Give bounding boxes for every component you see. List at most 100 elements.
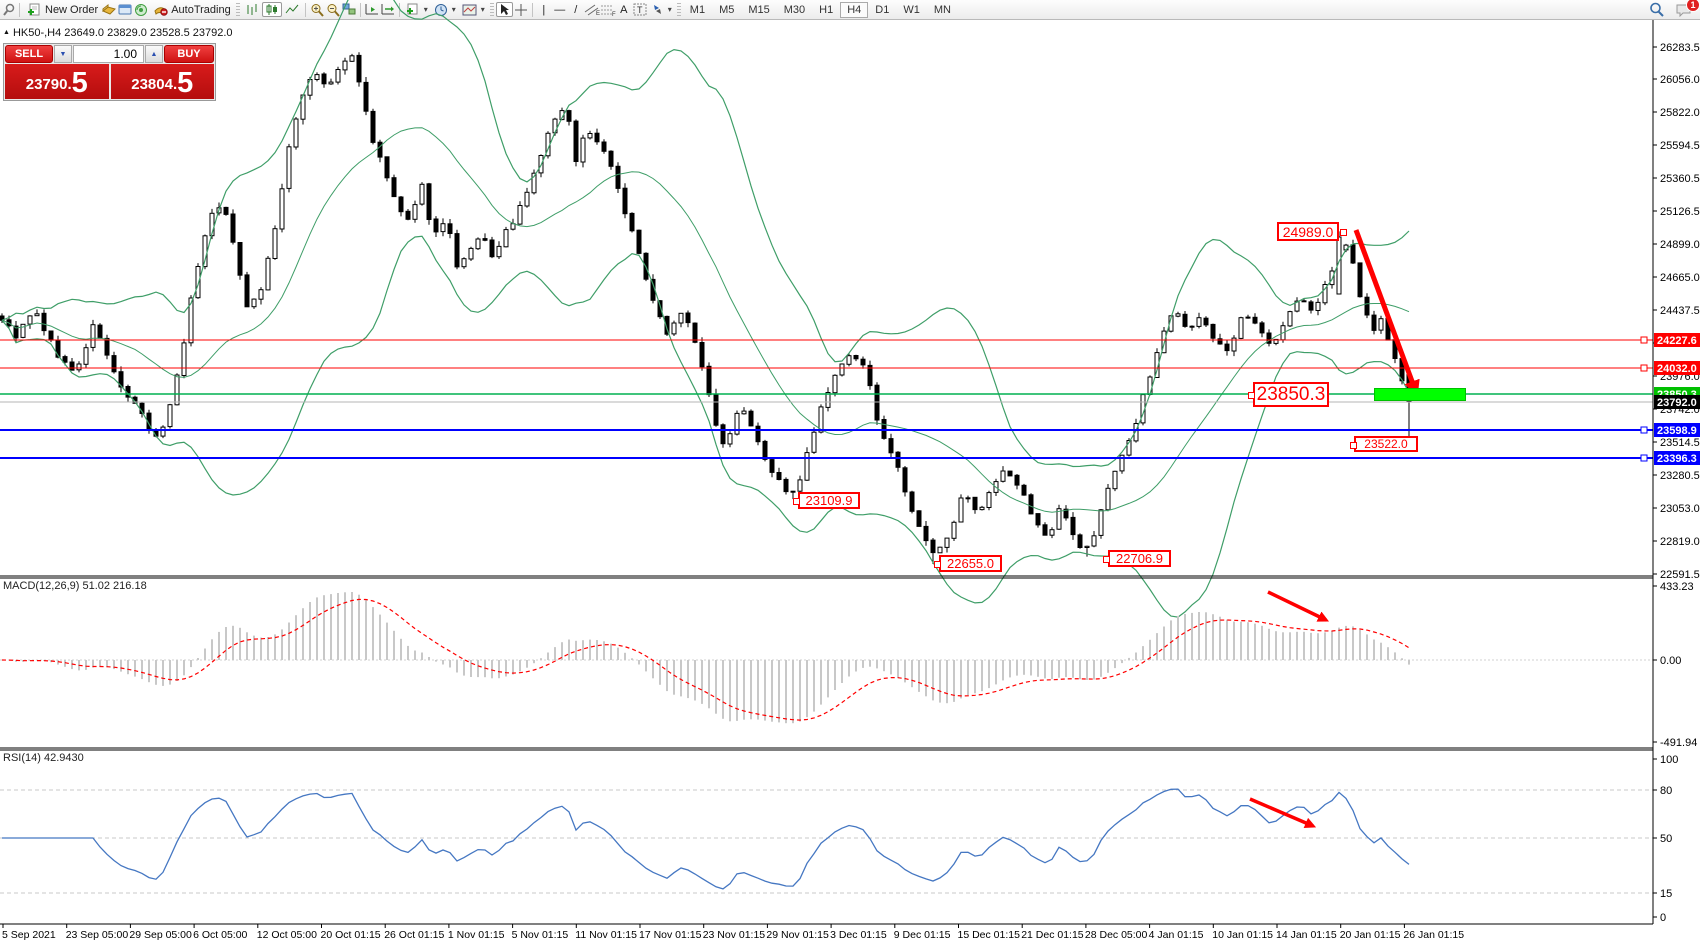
label-anchor-marker[interactable]	[1340, 229, 1347, 236]
equidistant-channel-tool[interactable]: E	[584, 2, 600, 17]
templates-button[interactable]: ▾	[459, 3, 488, 17]
time-axis-label[interactable]: 14 Jan 01:15	[1276, 929, 1337, 941]
timeframe-button-m15[interactable]: M15	[748, 3, 770, 16]
time-axis-label[interactable]: 6 Oct 05:00	[193, 929, 247, 941]
chart-candles-icon[interactable]	[261, 2, 282, 17]
candle-body	[951, 521, 957, 539]
vertical-line-tool[interactable]: |	[542, 3, 546, 16]
timeframe-button-d1[interactable]: D1	[875, 3, 890, 16]
buy-button[interactable]: BUY	[164, 45, 214, 63]
price-tick-label: 24437.5	[1660, 305, 1700, 317]
time-axis-label[interactable]: 28 Dec 05:00	[1085, 929, 1148, 941]
hline-endpoint-marker[interactable]	[1640, 336, 1648, 344]
sell-button[interactable]: SELL	[5, 45, 53, 63]
time-axis-label[interactable]: 20 Jan 01:15	[1340, 929, 1401, 941]
time-axis-label[interactable]: 29 Nov 01:15	[766, 929, 829, 941]
timeframe-button-m1[interactable]: M1	[689, 3, 706, 16]
cursor-tool[interactable]	[495, 2, 513, 17]
time-axis-label[interactable]: 29 Sep 05:00	[129, 929, 192, 941]
new-order-button[interactable]: New Order	[23, 1, 101, 18]
text-label-tool[interactable]: T	[632, 2, 648, 17]
price-text-label[interactable]: 23850.3	[1253, 382, 1329, 407]
search-icon[interactable]	[1648, 2, 1664, 17]
zoom-out-icon[interactable]	[325, 2, 341, 17]
trend-arrow[interactable]	[1249, 797, 1317, 829]
volume-input[interactable]: 1.00	[73, 45, 144, 63]
auto-scroll-icon[interactable]	[364, 2, 380, 17]
chart-line-icon[interactable]	[282, 2, 302, 17]
candle-body	[90, 324, 96, 348]
time-axis-label[interactable]: 23 Nov 01:15	[703, 929, 766, 941]
candle-body	[1119, 454, 1125, 472]
timeframe-button-m30[interactable]: M30	[783, 3, 806, 16]
candle-body	[1182, 313, 1188, 327]
price-text-label[interactable]: 23522.0	[1354, 436, 1418, 452]
trend-arrow[interactable]	[1353, 229, 1420, 397]
crosshair-tool[interactable]	[513, 2, 529, 17]
cut-magnifier-icon[interactable]	[0, 2, 16, 17]
candle-body	[433, 218, 439, 233]
chart-shift-icon[interactable]	[380, 2, 396, 17]
label-anchor-marker[interactable]	[1248, 392, 1255, 399]
candle-body	[489, 239, 495, 258]
buy-price-display[interactable]: 23804. 5	[110, 64, 214, 99]
data-window-icon[interactable]	[117, 2, 133, 17]
time-axis-label[interactable]: 5 Nov 01:15	[512, 929, 569, 941]
hline-endpoint-marker[interactable]	[1640, 454, 1648, 462]
hline-endpoint-marker[interactable]	[1640, 426, 1648, 434]
volume-decrease-button[interactable]: ▼	[54, 45, 72, 63]
text-tool[interactable]: A	[620, 3, 628, 16]
label-anchor-marker[interactable]	[1350, 442, 1357, 449]
label-anchor-marker[interactable]	[1103, 556, 1110, 563]
timeframe-button-h1[interactable]: H1	[819, 3, 834, 16]
time-axis-label[interactable]: 26 Jan 01:15	[1403, 929, 1464, 941]
label-anchor-marker[interactable]	[934, 561, 941, 568]
time-axis-label[interactable]: 5 Sep 2021	[2, 929, 56, 941]
horizontal-line-tool[interactable]: —	[554, 3, 566, 16]
time-axis-label[interactable]: 21 Dec 01:15	[1021, 929, 1084, 941]
time-axis-label[interactable]: 26 Oct 01:15	[384, 929, 444, 941]
time-axis-label[interactable]: 3 Dec 01:15	[830, 929, 887, 941]
time-axis-label[interactable]: 9 Dec 01:15	[894, 929, 951, 941]
label-anchor-marker[interactable]	[793, 498, 800, 505]
price-text-label[interactable]: 22706.9	[1108, 550, 1171, 567]
trendline-tool[interactable]: /	[574, 3, 578, 16]
candle-body	[594, 132, 600, 143]
time-axis-label[interactable]: 23 Sep 05:00	[66, 929, 129, 941]
time-axis-label[interactable]: 12 Oct 05:00	[257, 929, 317, 941]
timeframe-button-m5[interactable]: M5	[719, 3, 735, 16]
time-axis-label[interactable]: 15 Dec 01:15	[958, 929, 1021, 941]
autotrading-button[interactable]: AutoTrading	[149, 1, 234, 18]
time-axis-label[interactable]: 1 Nov 01:15	[448, 929, 505, 941]
price-text-label[interactable]: 22655.0	[939, 555, 1002, 572]
arrows-tool[interactable]: ▾	[648, 2, 675, 17]
navigator-icon[interactable]	[133, 2, 149, 17]
chat-icon[interactable]: 1	[1674, 0, 1700, 17]
hline-endpoint-marker[interactable]	[1640, 364, 1648, 372]
candle-body	[1294, 300, 1300, 312]
market-watch-icon[interactable]	[101, 2, 117, 17]
price-text-label[interactable]: 24989.0	[1277, 222, 1339, 241]
chart-bars-icon[interactable]	[242, 2, 262, 17]
timeframe-button-w1[interactable]: W1	[903, 3, 920, 16]
candle-body	[1084, 545, 1090, 548]
trend-arrow[interactable]	[1267, 590, 1330, 622]
zoom-in-icon[interactable]	[309, 2, 325, 17]
sell-price-display[interactable]: 23790. 5	[5, 64, 109, 99]
fibonacci-tool[interactable]: F	[600, 2, 616, 17]
time-axis-label[interactable]: 4 Jan 01:15	[1149, 929, 1204, 941]
timeframe-button-h4[interactable]: H4	[840, 1, 869, 18]
timeframe-button-mn[interactable]: MN	[933, 3, 951, 16]
volume-increase-button[interactable]: ▲	[145, 45, 163, 63]
time-axis-label[interactable]: 11 Nov 01:15	[575, 929, 637, 941]
price-text-label[interactable]: 23109.9	[798, 492, 860, 509]
periods-button[interactable]: ▾	[431, 2, 459, 18]
candle-body	[874, 384, 880, 421]
time-axis-label[interactable]: 20 Oct 01:15	[321, 929, 381, 941]
green-highlight-rectangle[interactable]	[1374, 388, 1466, 401]
indicators-button[interactable]: ▾	[403, 2, 431, 17]
time-axis-label[interactable]: 10 Jan 01:15	[1212, 929, 1273, 941]
time-axis-label[interactable]: 17 Nov 01:15	[639, 929, 702, 941]
candle-body	[517, 205, 523, 225]
